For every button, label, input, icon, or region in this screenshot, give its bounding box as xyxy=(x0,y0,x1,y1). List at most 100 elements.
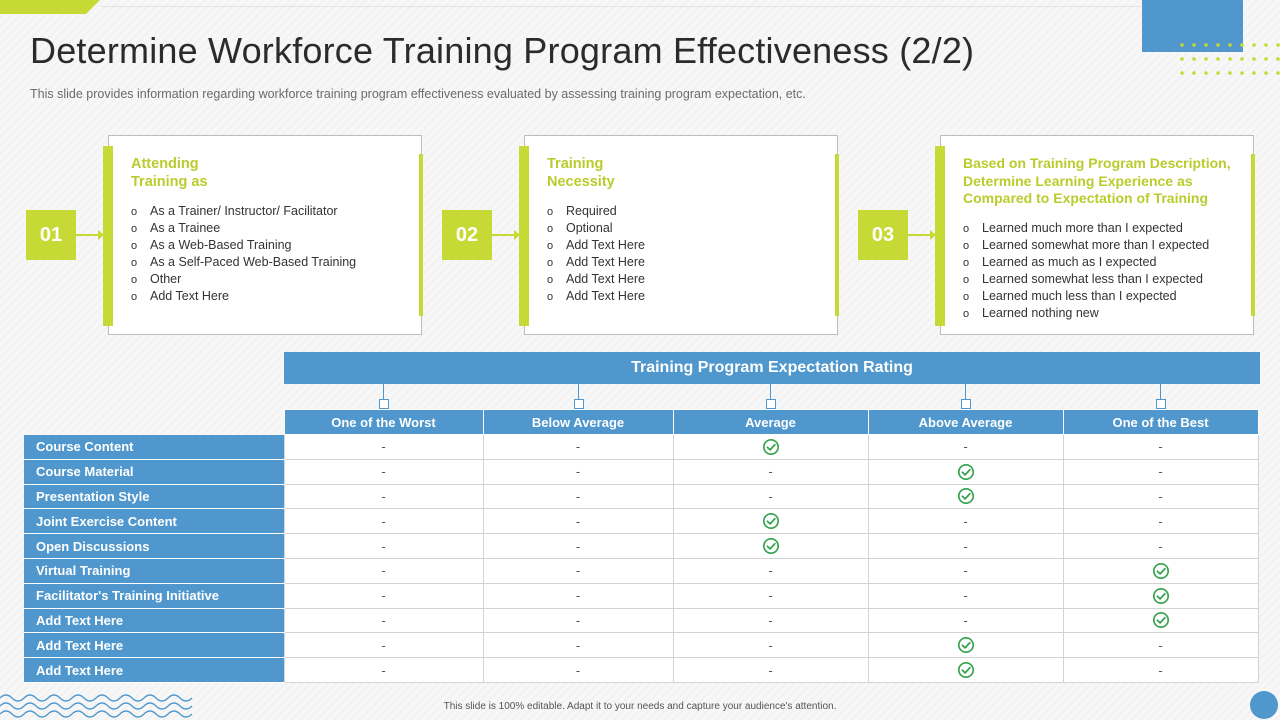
row-label: Joint Exercise Content xyxy=(24,508,284,535)
rating-cell-empty: - xyxy=(482,434,674,460)
rating-cell-checked xyxy=(1062,557,1259,584)
row-label: Virtual Training xyxy=(24,558,284,584)
rating-cell-empty: - xyxy=(1062,483,1259,510)
rating-cell-empty: - xyxy=(1062,632,1259,659)
rating-cell-empty: - xyxy=(672,582,869,609)
row-label: Presentation Style xyxy=(24,484,284,510)
rating-cell-empty: - xyxy=(1062,434,1259,460)
column-header: One of the Best xyxy=(1062,409,1259,435)
header-connector xyxy=(1156,384,1166,409)
rating-cell-empty: - xyxy=(672,632,869,659)
card-title: Attending Training as xyxy=(131,156,208,190)
check-circle-icon xyxy=(957,488,974,505)
rating-cell-empty: - xyxy=(482,533,674,559)
check-circle-icon xyxy=(762,438,779,455)
list-item: o As a Trainer/ Instructor/ Facilitator xyxy=(131,204,338,218)
top-divider xyxy=(100,6,1140,7)
check-circle-icon xyxy=(762,513,779,530)
card-list: o Learned much more than I expected o Lear… xyxy=(963,220,1209,322)
table-row: Add Text Here - - - - xyxy=(24,607,1259,634)
rating-cell-empty: - xyxy=(482,557,674,584)
page-title: Determine Workforce Training Program Eff… xyxy=(30,30,975,71)
rating-cell-empty: - xyxy=(867,508,1064,535)
list-item: o Learned somewhat less than I expected xyxy=(963,272,1203,286)
rating-cell-empty: - xyxy=(283,632,484,659)
rating-cell-empty: - xyxy=(867,557,1064,584)
rating-cell-empty: - xyxy=(283,607,484,634)
list-item: o Add Text Here xyxy=(547,255,645,269)
row-label: Add Text Here xyxy=(24,632,284,659)
table-row: Open Discussions - - - - xyxy=(24,533,1259,559)
rating-cell-empty: - xyxy=(1062,533,1259,559)
row-label: Course Material xyxy=(24,459,284,485)
rating-cell-checked xyxy=(867,632,1064,659)
card-connector xyxy=(492,230,520,240)
card-attending-training: Attending Training as o As a Trainer/ Ins… xyxy=(103,135,423,335)
row-label: Open Discussions xyxy=(24,533,284,559)
rating-cell-empty: - xyxy=(672,657,869,683)
row-label: Add Text Here xyxy=(24,657,284,683)
list-item: o Learned much less than I expected xyxy=(963,289,1177,303)
rating-cell-empty: - xyxy=(482,483,674,510)
check-circle-icon xyxy=(1152,612,1169,629)
rating-cell-checked xyxy=(672,533,869,559)
list-item: o Learned much more than I expected xyxy=(963,221,1183,235)
table-row: Facilitator's Training Initiative - - - - xyxy=(24,582,1259,609)
rating-cell-empty: - xyxy=(283,483,484,510)
table-row: Add Text Here - - - - xyxy=(24,632,1259,659)
list-item: o Add Text Here xyxy=(547,238,645,252)
rating-cell-empty: - xyxy=(672,557,869,584)
list-item: o Other xyxy=(131,272,182,286)
check-circle-icon xyxy=(762,538,779,555)
wave-decoration xyxy=(0,694,193,718)
row-label: Course Content xyxy=(24,434,284,460)
rating-cell-empty: - xyxy=(482,632,674,659)
table-row: Add Text Here - - - - xyxy=(24,657,1259,683)
rating-cell-empty: - xyxy=(283,508,484,535)
rating-cell-empty: - xyxy=(283,657,484,683)
list-item: o Optional xyxy=(547,221,613,235)
list-item: o As a Trainee xyxy=(131,221,221,235)
corner-circle xyxy=(1250,691,1278,719)
rating-cell-checked xyxy=(867,458,1064,485)
header-connector xyxy=(766,384,776,409)
table-row: Course Content - - - - xyxy=(24,434,1259,460)
card-connector xyxy=(76,230,104,240)
card-learning-experience: Based on Training Program Description, D… xyxy=(935,135,1255,335)
rating-cell-empty: - xyxy=(672,607,869,634)
check-circle-icon xyxy=(957,463,974,480)
table-row: Joint Exercise Content - - - - xyxy=(24,508,1259,535)
table-row: Course Material - - - - xyxy=(24,458,1259,485)
rating-cell-checked xyxy=(1062,607,1259,634)
header-connector xyxy=(574,384,584,409)
table-header-row: One of the Worst Below Average Average A… xyxy=(24,409,1259,435)
rating-cell-empty: - xyxy=(867,533,1064,559)
rating-cell-empty: - xyxy=(283,434,484,460)
rating-cell-empty: - xyxy=(482,458,674,485)
rating-cell-checked xyxy=(672,508,869,535)
list-item: o Learned nothing new xyxy=(963,306,1099,320)
rating-cell-empty: - xyxy=(867,582,1064,609)
column-header: One of the Worst xyxy=(283,409,484,435)
list-item: o Add Text Here xyxy=(131,289,229,303)
rating-cell-empty: - xyxy=(482,607,674,634)
card-training-necessity: Training Necessity o Required o Optional o… xyxy=(519,135,839,335)
list-item: o As a Web-Based Training xyxy=(131,238,292,252)
rating-table: One of the Worst Below Average Average A… xyxy=(24,409,1259,683)
rating-cell-empty: - xyxy=(1062,458,1259,485)
rating-cell-checked xyxy=(1062,582,1259,609)
list-item: o Add Text Here xyxy=(547,272,645,286)
rating-cell-empty: - xyxy=(672,458,869,485)
card-number-01: 01 xyxy=(26,210,76,260)
rating-cell-empty: - xyxy=(1062,508,1259,535)
rating-cell-checked xyxy=(867,657,1064,683)
page-subtitle: This slide provides information regardin… xyxy=(30,87,806,101)
check-circle-icon xyxy=(957,662,974,679)
rating-cell-empty: - xyxy=(482,582,674,609)
header-connector xyxy=(961,384,971,409)
row-label: Add Text Here xyxy=(24,608,284,634)
row-label: Facilitator's Training Initiative xyxy=(24,583,284,609)
card-title: Based on Training Program Description, D… xyxy=(963,155,1231,206)
rating-cell-empty: - xyxy=(283,557,484,584)
rating-cell-empty: - xyxy=(1062,657,1259,683)
